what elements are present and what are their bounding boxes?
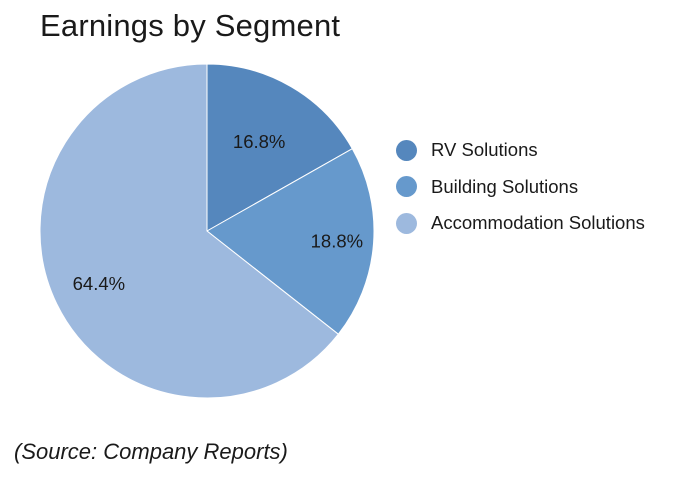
legend-swatch-building-solutions (396, 176, 417, 198)
pie-slice-rv-solutions (206, 63, 354, 232)
legend-label-rv-solutions: RV Solutions (431, 139, 538, 161)
legend-item-building-solutions: Building Solutions (396, 169, 645, 206)
legend-swatch-rv-solutions (396, 139, 417, 161)
legend: RV Solutions Building Solutions Accommod… (396, 132, 645, 242)
pie-slice-accommodation-solutions (39, 63, 340, 399)
pie-label-accommodation-solutions: 64.4% (73, 273, 125, 294)
pie-slices (39, 63, 375, 399)
legend-label-building-solutions: Building Solutions (431, 175, 579, 197)
pie-label-building-solutions: 18.8% (311, 230, 363, 251)
pie-slice-building-solutions (206, 148, 375, 335)
pie-label-rv-solutions: 16.8% (233, 131, 285, 152)
legend-item-accommodation-solutions: Accommodation Solutions (396, 205, 645, 242)
legend-item-rv-solutions: RV Solutions (396, 132, 645, 169)
source-note: (Source: Company Reports) (14, 439, 288, 464)
pie-labels: 16.8% 18.8% 64.4% (73, 131, 363, 294)
chart-title: Earnings by Segment (40, 8, 341, 43)
legend-swatch-accommodation-solutions (396, 212, 417, 234)
legend-label-accommodation-solutions: Accommodation Solutions (431, 212, 645, 234)
